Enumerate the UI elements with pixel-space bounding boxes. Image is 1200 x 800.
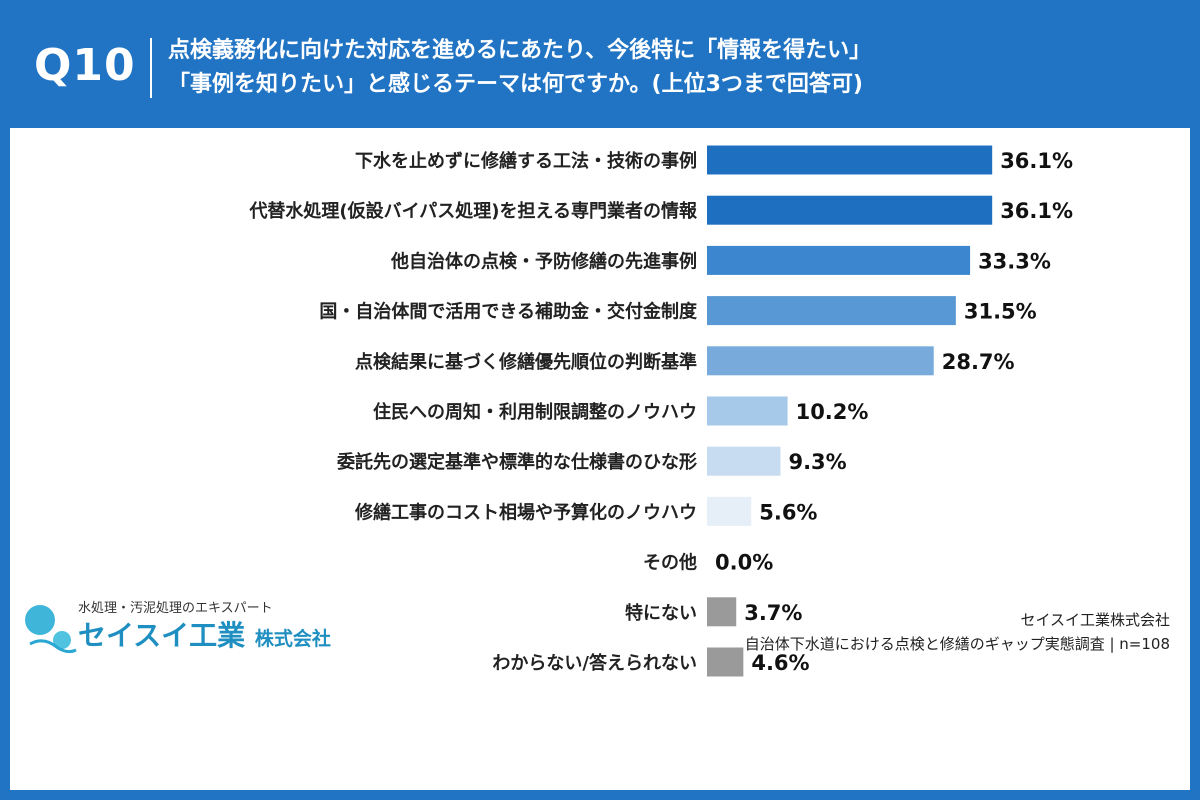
category-label: 代替水処理(仮設バイパス処理)を担える専門業者の情報: [248, 200, 698, 222]
bar-chart: 下水を止めずに修繕する工法・技術の事例 36.1% 代替水処理(仮設バイパス処理)を…: [248, 145, 1073, 677]
bar: [707, 446, 781, 476]
question-line-1: 点検義務化に向けた対応を進めるにあたり、今後特に「情報を得たい」: [168, 38, 872, 63]
value-label: 9.3%: [788, 450, 846, 474]
value-label: 5.6%: [759, 500, 817, 524]
chart-panel: 下水を止めずに修繕する工法・技術の事例 36.1% 代替水処理(仮設バイパス処理)を…: [10, 128, 1190, 790]
value-label: 0.0%: [715, 551, 773, 575]
source-survey: 自治体下水道における点検と修繕のギャップ実態調査 | n=108: [744, 635, 1170, 653]
value-label: 4.6%: [751, 651, 809, 675]
source-note: セイスイ工業株式会社 自治体下水道における点検と修繕のギャップ実態調査 | n=…: [745, 608, 1170, 656]
question-number: Q10: [34, 40, 136, 91]
company-logo-text: セイスイ工業 株式会社: [78, 614, 331, 654]
bar: [707, 296, 956, 326]
brand-name: セイスイ工業: [78, 619, 246, 652]
value-label: 36.1%: [1000, 199, 1073, 223]
bar: [707, 647, 744, 677]
bar: [707, 346, 934, 376]
company-tagline: 水処理・汚泥処理のエキスパート: [78, 601, 273, 616]
value-label: 33.3%: [978, 249, 1051, 273]
value-label: 36.1%: [1000, 149, 1073, 173]
bar: [707, 195, 993, 225]
bar: [707, 597, 737, 627]
water-drop-logo-icon: [25, 605, 77, 654]
category-label: 点検結果に基づく修繕優先順位の判断基準: [355, 351, 697, 373]
category-label: わからない/答えられない: [492, 652, 697, 674]
category-label: 下水を止めずに修繕する工法・技術の事例: [355, 150, 697, 172]
bar: [707, 396, 788, 426]
brand-suffix: 株式会社: [254, 628, 331, 650]
value-label: 10.2%: [796, 400, 869, 424]
source-company: セイスイ工業株式会社: [1020, 611, 1170, 629]
header-divider: [150, 38, 152, 98]
category-label: 委託先の選定基準や標準的な仕様書のひな形: [336, 451, 697, 473]
category-label: その他: [643, 552, 697, 574]
bar: [707, 145, 993, 175]
header: Q10 点検義務化に向けた対応を進めるにあたり、今後特に「情報を得たい」 「事例…: [0, 0, 1200, 128]
bar: [707, 496, 752, 526]
value-label: 28.7%: [942, 350, 1015, 374]
bar: [707, 245, 971, 275]
question-text: 点検義務化に向けた対応を進めるにあたり、今後特に「情報を得たい」 「事例を知りた…: [168, 34, 1178, 102]
question-line-2: 「事例を知りたい」と感じるテーマは何ですか。(上位3つまで回答可): [168, 72, 863, 97]
category-label: 住民への周知・利用制限調整のノウハウ: [373, 401, 697, 423]
category-label: 修繕工事のコスト相場や予算化のノウハウ: [354, 501, 697, 523]
category-label: 国・自治体間で活用できる補助金・交付金制度: [319, 301, 698, 323]
value-label: 31.5%: [964, 300, 1037, 324]
category-label: 他自治体の点検・予防修繕の先進事例: [390, 250, 697, 272]
category-label: 特にない: [625, 602, 697, 624]
value-label: 3.7%: [744, 601, 802, 625]
